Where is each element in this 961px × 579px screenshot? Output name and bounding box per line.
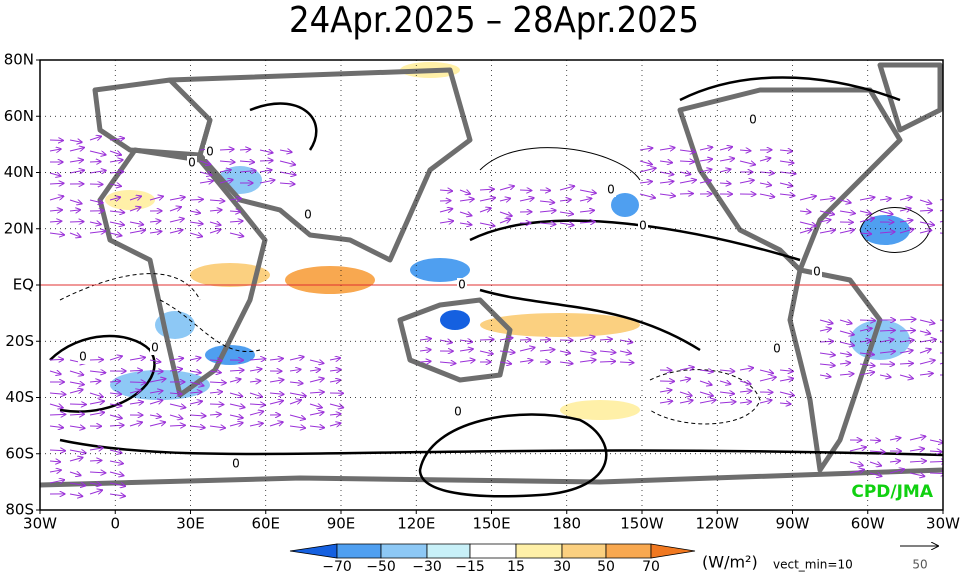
vector-minimum: vect_min=10 <box>773 558 853 572</box>
colorbar-segment <box>606 544 651 558</box>
colorbar-label: 70 <box>642 559 660 575</box>
contour-label: 0 <box>151 341 159 355</box>
longitude-label: 150E <box>472 515 510 533</box>
wind-vector <box>50 359 63 360</box>
contour-label: 0 <box>79 350 87 364</box>
colorbar-segment <box>427 544 470 558</box>
wind-vector <box>900 330 915 331</box>
latitude-label: 60N <box>4 107 34 125</box>
longitude-label: 30W <box>926 515 960 533</box>
colorbar-label: 15 <box>507 559 525 575</box>
longitude-label: 60E <box>251 515 280 533</box>
latitude-label: 20N <box>4 219 34 237</box>
reference-vector-label: 50 <box>912 558 927 572</box>
credit: CPD/JMA <box>851 482 933 502</box>
contour-label: 0 <box>188 156 196 170</box>
colorbar-unit: (W/m²) <box>702 553 758 572</box>
contour-label: 0 <box>304 208 312 222</box>
latitude-label: 60S <box>5 444 34 462</box>
wind-vector <box>540 190 550 191</box>
colorbar-label: −70 <box>322 559 352 575</box>
longitude-label: 0 <box>110 515 120 533</box>
latitude-label: 40N <box>4 163 34 181</box>
colorbar: −70 −50 −30 −15 15 30 50 70 <box>290 544 695 575</box>
longitude-label: 90W <box>776 515 810 533</box>
wind-vector <box>240 149 250 150</box>
longitude-label: 90E <box>327 515 356 533</box>
longitude-label: 30E <box>176 515 205 533</box>
latitude-label: 20S <box>5 332 34 350</box>
longitude-label: 120E <box>397 515 435 533</box>
colorbar-segment <box>290 544 337 558</box>
longitude-label: 120W <box>696 515 740 533</box>
wind-vector <box>880 330 895 331</box>
colorbar-segment <box>470 544 516 558</box>
wind-vector <box>210 404 223 405</box>
longitude-label: 30W <box>23 515 57 533</box>
contour-label: 0 <box>813 265 821 279</box>
colorbar-segment <box>562 544 606 558</box>
colorbar-segment <box>337 544 381 558</box>
colorbar-label: −50 <box>366 559 396 575</box>
wind-vector <box>520 190 531 191</box>
contour-label: 0 <box>454 405 462 419</box>
contour-label: 0 <box>773 342 781 356</box>
colorbar-segment <box>516 544 562 558</box>
contour-label: 0 <box>458 278 466 292</box>
wind-vector <box>480 339 494 340</box>
wind-vector <box>600 361 615 362</box>
wind-vector <box>820 341 833 342</box>
colorbar-label: −15 <box>455 559 485 575</box>
colorbar-label: 50 <box>597 559 615 575</box>
wind-vector <box>50 414 65 415</box>
longitude-label: 180 <box>552 515 581 533</box>
wind-vector <box>90 460 101 461</box>
colorbar-segment <box>651 544 695 558</box>
contour-label: 0 <box>749 113 757 127</box>
contour-label: 0 <box>639 219 647 233</box>
wind-vector <box>870 440 880 441</box>
wind-vector <box>130 382 145 383</box>
latitude-label: 40S <box>5 388 34 406</box>
colorbar-label: −30 <box>412 559 442 575</box>
wind-vector <box>170 425 185 426</box>
contour-label: 0 <box>232 457 240 471</box>
longitude-label: 150W <box>620 515 664 533</box>
contour-label: 0 <box>206 145 214 159</box>
wind-vector <box>130 370 142 371</box>
wind-vector <box>190 199 203 200</box>
wind-vector <box>210 360 222 361</box>
latitude-label: 80N <box>4 51 34 69</box>
colorbar-label: 30 <box>553 559 571 575</box>
title: 24Apr.2025 – 28Apr.2025 <box>289 0 699 41</box>
wind-vector <box>420 361 431 362</box>
longitude-label: 60W <box>851 515 885 533</box>
contour-label: 0 <box>607 183 615 197</box>
wind-vector <box>50 183 64 184</box>
colorbar-segment <box>381 544 427 558</box>
latitude-label: EQ <box>13 276 34 294</box>
